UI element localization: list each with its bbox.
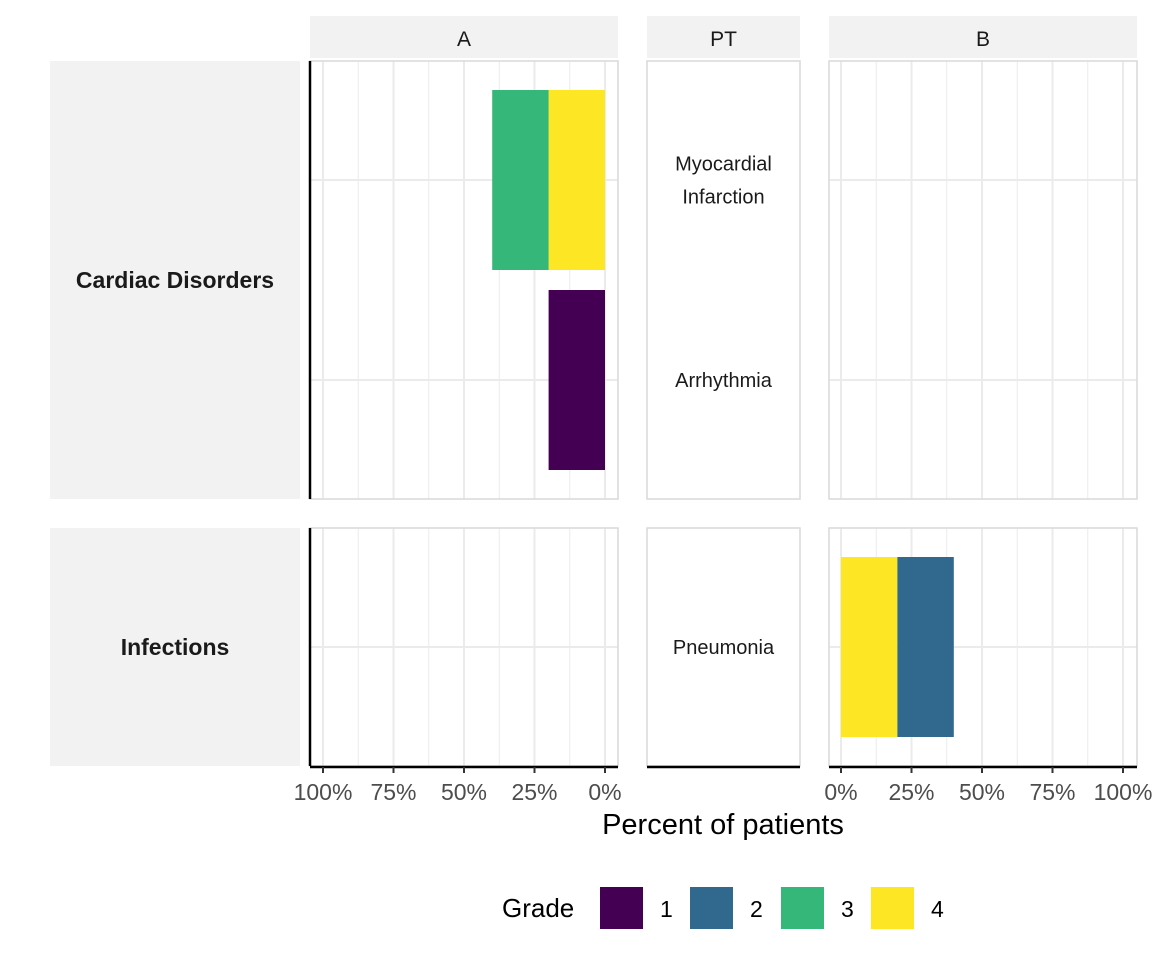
- panel-border: [646, 60, 801, 500]
- facet-strip-pt: [647, 16, 800, 58]
- row-strip-infections: [50, 528, 300, 766]
- facet-strip-b: [829, 16, 1137, 58]
- legend-key-grade-3: [781, 887, 824, 929]
- legend-key-grade-4: [871, 887, 914, 929]
- pt-panel-background: [647, 528, 800, 766]
- x-tick-label-b: 50%: [959, 779, 1005, 805]
- x-tick-label-a: 0%: [588, 779, 621, 805]
- legend-title: Grade: [502, 893, 574, 923]
- legend-key-grade-2: [690, 887, 733, 929]
- pt-label: Myocardial: [675, 154, 772, 176]
- x-tick-label-b: 75%: [1029, 779, 1075, 805]
- x-tick-label-b: 25%: [888, 779, 934, 805]
- legend-label: 1: [660, 896, 673, 922]
- row-strip-label: Infections: [121, 634, 230, 660]
- x-tick-label-b: 100%: [1094, 779, 1152, 805]
- legend-key-grade-1: [600, 887, 643, 929]
- facet-strip-a: [310, 16, 618, 58]
- x-tick-label-b: 0%: [824, 779, 857, 805]
- bar-b-pneumonia-grade-2: [897, 557, 954, 737]
- x-axis-title: Percent of patients: [602, 809, 844, 841]
- legend-label: 3: [841, 896, 854, 922]
- panel-border: [828, 60, 1138, 500]
- bar-b-pneumonia-grade-4: [841, 557, 898, 737]
- x-tick-label-a: 50%: [441, 779, 487, 805]
- pt-label: Pneumonia: [673, 637, 775, 659]
- x-tick-label-a: 100%: [294, 779, 353, 805]
- bar-a-arrhythmia-grade-1: [548, 290, 605, 470]
- legend-label: 2: [750, 896, 763, 922]
- facet-strip-label: B: [976, 28, 990, 51]
- bar-a-myocardial-infarction-grade-3: [492, 90, 549, 270]
- facet-strip-label: PT: [710, 28, 737, 51]
- row-strip-cardiac-disorders: [50, 61, 300, 499]
- legend-label: 4: [931, 896, 944, 922]
- facet-strip-label: A: [457, 28, 471, 51]
- row-strip-label: Cardiac Disorders: [76, 267, 274, 293]
- pt-label: Arrhythmia: [675, 370, 773, 392]
- x-tick-label-a: 75%: [370, 779, 416, 805]
- pt-panel-background: [647, 61, 800, 499]
- bar-a-myocardial-infarction-grade-4: [548, 90, 605, 270]
- pt-label: Infarction: [682, 187, 764, 209]
- x-tick-label-a: 25%: [511, 779, 557, 805]
